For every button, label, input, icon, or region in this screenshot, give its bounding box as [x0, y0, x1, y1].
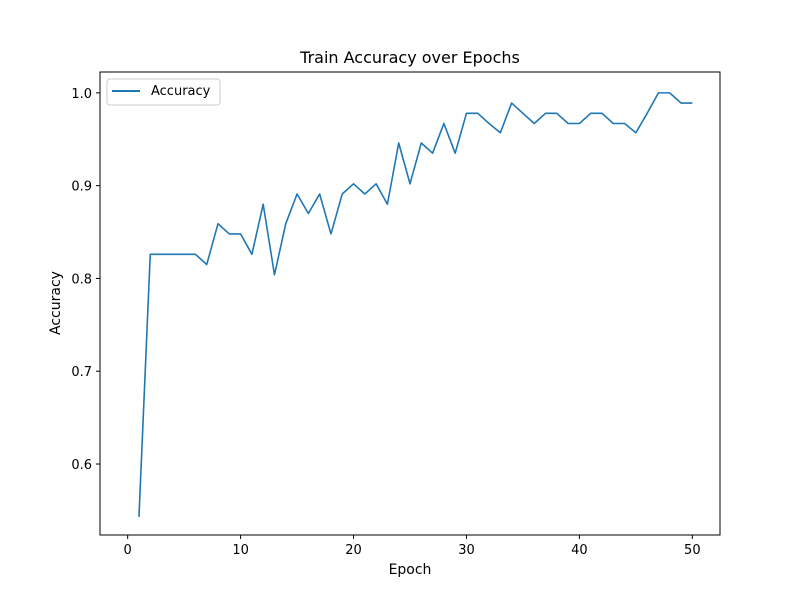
x-tick-label: 50 [684, 543, 701, 558]
x-axis: 0 10 20 30 40 50 [124, 535, 701, 558]
plot-frame [99, 71, 721, 536]
y-tick-label: 0.9 [71, 180, 92, 195]
x-tick-label: 20 [345, 543, 362, 558]
legend-label-accuracy: Accuracy [151, 84, 211, 99]
x-tick-label: 10 [232, 543, 249, 558]
x-tick-label: 40 [571, 543, 588, 558]
legend: Accuracy [106, 78, 221, 106]
x-axis-label: Epoch [389, 562, 432, 578]
y-tick-label: 0.7 [71, 365, 92, 380]
x-tick-label: 30 [458, 543, 475, 558]
y-axis: 0.6 0.7 0.8 0.9 1.0 [71, 87, 100, 473]
y-tick-label: 0.8 [71, 272, 92, 287]
series-layer [138, 92, 693, 517]
x-tick-label: 0 [124, 543, 132, 558]
legend-box [106, 78, 221, 106]
y-tick-label: 1.0 [71, 87, 92, 102]
y-axis-label: Accuracy [48, 271, 64, 335]
series-line-accuracy [138, 92, 693, 517]
chart-title: Train Accuracy over Epochs [299, 48, 520, 67]
y-tick-label: 0.6 [71, 458, 92, 473]
